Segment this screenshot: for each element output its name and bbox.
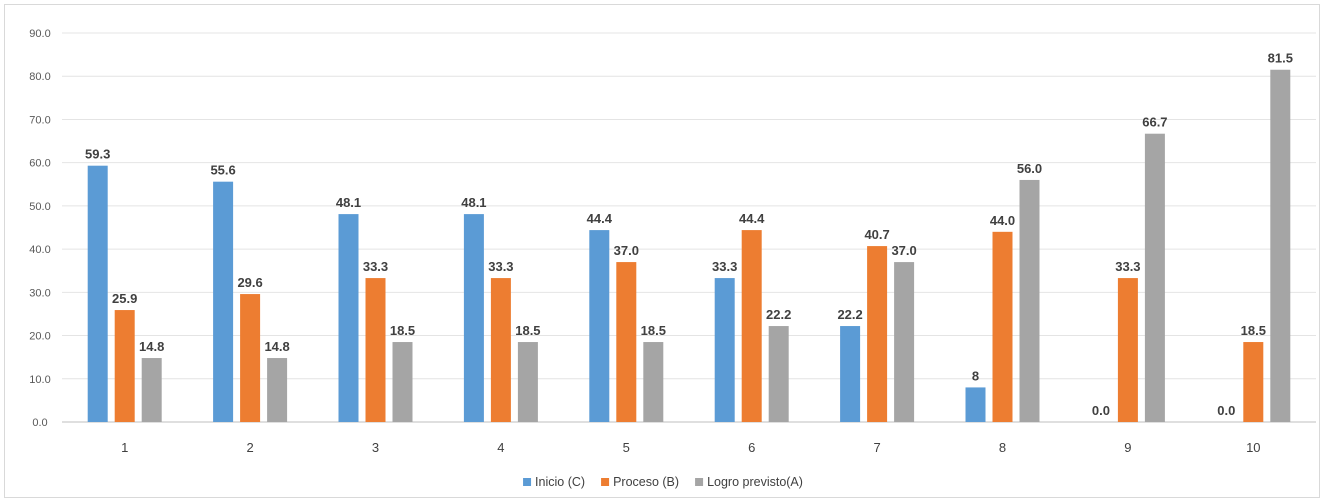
data-label: 81.5 (1268, 51, 1293, 66)
bars (87, 69, 1291, 423)
data-label: 44.4 (587, 211, 613, 226)
bar (768, 326, 789, 422)
y-tick-label: 0.0 (32, 417, 47, 429)
bar (840, 326, 861, 422)
data-label: 8 (972, 368, 979, 383)
x-tick-label: 4 (497, 440, 504, 455)
y-tick-label: 80.0 (29, 71, 50, 83)
data-label: 22.2 (766, 307, 791, 322)
bar (867, 246, 888, 422)
bar (714, 278, 735, 422)
data-label: 14.8 (264, 339, 289, 354)
data-label: 48.1 (461, 195, 486, 210)
legend-label: Proceso (B) (613, 475, 679, 489)
y-tick-label: 90.0 (29, 28, 50, 40)
bar (965, 387, 986, 422)
bar (240, 294, 261, 422)
x-tick-label: 6 (748, 440, 755, 455)
data-label: 37.0 (891, 243, 916, 258)
bar (992, 231, 1013, 422)
bar (1270, 69, 1291, 422)
data-label: 22.2 (837, 307, 862, 322)
legend: Inicio (C) Proceso (B) Logro previsto(A) (523, 475, 803, 489)
x-tick-label: 2 (246, 440, 253, 455)
legend-swatch (601, 478, 610, 486)
bar (87, 165, 108, 423)
data-label: 40.7 (864, 227, 889, 242)
bar (589, 230, 610, 422)
bar (365, 278, 386, 422)
y-tick-label: 60.0 (29, 158, 50, 170)
data-label: 37.0 (614, 243, 639, 258)
data-label: 33.3 (488, 259, 513, 274)
bar (1117, 278, 1138, 422)
bar (114, 310, 135, 422)
data-labels: 59.3 25.9 14.8 55.6 29.6 14.8 48.1 33.3 18.5 48.1… (85, 51, 1293, 418)
bar (1019, 179, 1040, 422)
bar (1144, 133, 1165, 423)
x-axis: 1 2 3 4 5 6 7 8 9 10 (121, 440, 1260, 455)
data-label: 18.5 (390, 323, 415, 338)
x-tick-label: 1 (121, 440, 128, 455)
data-label: 25.9 (112, 291, 137, 306)
data-label: 55.6 (210, 163, 235, 178)
y-tick-label: 70.0 (29, 114, 50, 126)
legend-label: Logro previsto(A) (707, 475, 803, 489)
data-label: 56.0 (1017, 161, 1042, 176)
bar (267, 358, 288, 422)
x-tick-label: 3 (372, 440, 379, 455)
data-label: 44.0 (990, 213, 1015, 228)
x-tick-label: 10 (1246, 440, 1260, 455)
data-label: 18.5 (515, 323, 540, 338)
data-label: 33.3 (363, 259, 388, 274)
bar (894, 262, 915, 422)
y-tick-label: 50.0 (29, 201, 50, 213)
bar (490, 278, 511, 422)
bar (141, 358, 162, 422)
bar (213, 181, 234, 422)
data-label: 18.5 (1241, 323, 1266, 338)
legend-swatch (523, 478, 532, 486)
data-label: 0.0 (1092, 403, 1110, 418)
bar (463, 214, 484, 422)
bar (1243, 342, 1264, 422)
data-label: 33.3 (1115, 259, 1140, 274)
data-label: 29.6 (237, 275, 262, 290)
data-label: 44.4 (739, 211, 765, 226)
y-axis: 0.0 10.0 20.0 30.0 40.0 50.0 60.0 70.0 80.0 90.0 (29, 28, 50, 429)
bar (517, 342, 538, 422)
x-tick-label: 7 (873, 440, 880, 455)
bar (392, 342, 413, 422)
bar (643, 342, 664, 422)
data-label: 48.1 (336, 195, 361, 210)
bar (338, 214, 359, 422)
bar (741, 230, 762, 422)
bar (616, 262, 637, 422)
y-tick-label: 10.0 (29, 374, 50, 386)
data-label: 66.7 (1142, 115, 1167, 130)
data-label: 33.3 (712, 259, 737, 274)
y-tick-label: 40.0 (29, 244, 50, 256)
data-label: 18.5 (641, 323, 666, 338)
data-label: 14.8 (139, 339, 164, 354)
y-tick-label: 30.0 (29, 287, 50, 299)
legend-swatch (695, 478, 704, 486)
data-label: 0.0 (1217, 403, 1235, 418)
x-tick-label: 9 (1124, 440, 1131, 455)
y-tick-label: 20.0 (29, 331, 50, 343)
x-tick-label: 5 (623, 440, 630, 455)
legend-label: Inicio (C) (535, 475, 585, 489)
data-label: 59.3 (85, 147, 110, 162)
x-tick-label: 8 (999, 440, 1006, 455)
